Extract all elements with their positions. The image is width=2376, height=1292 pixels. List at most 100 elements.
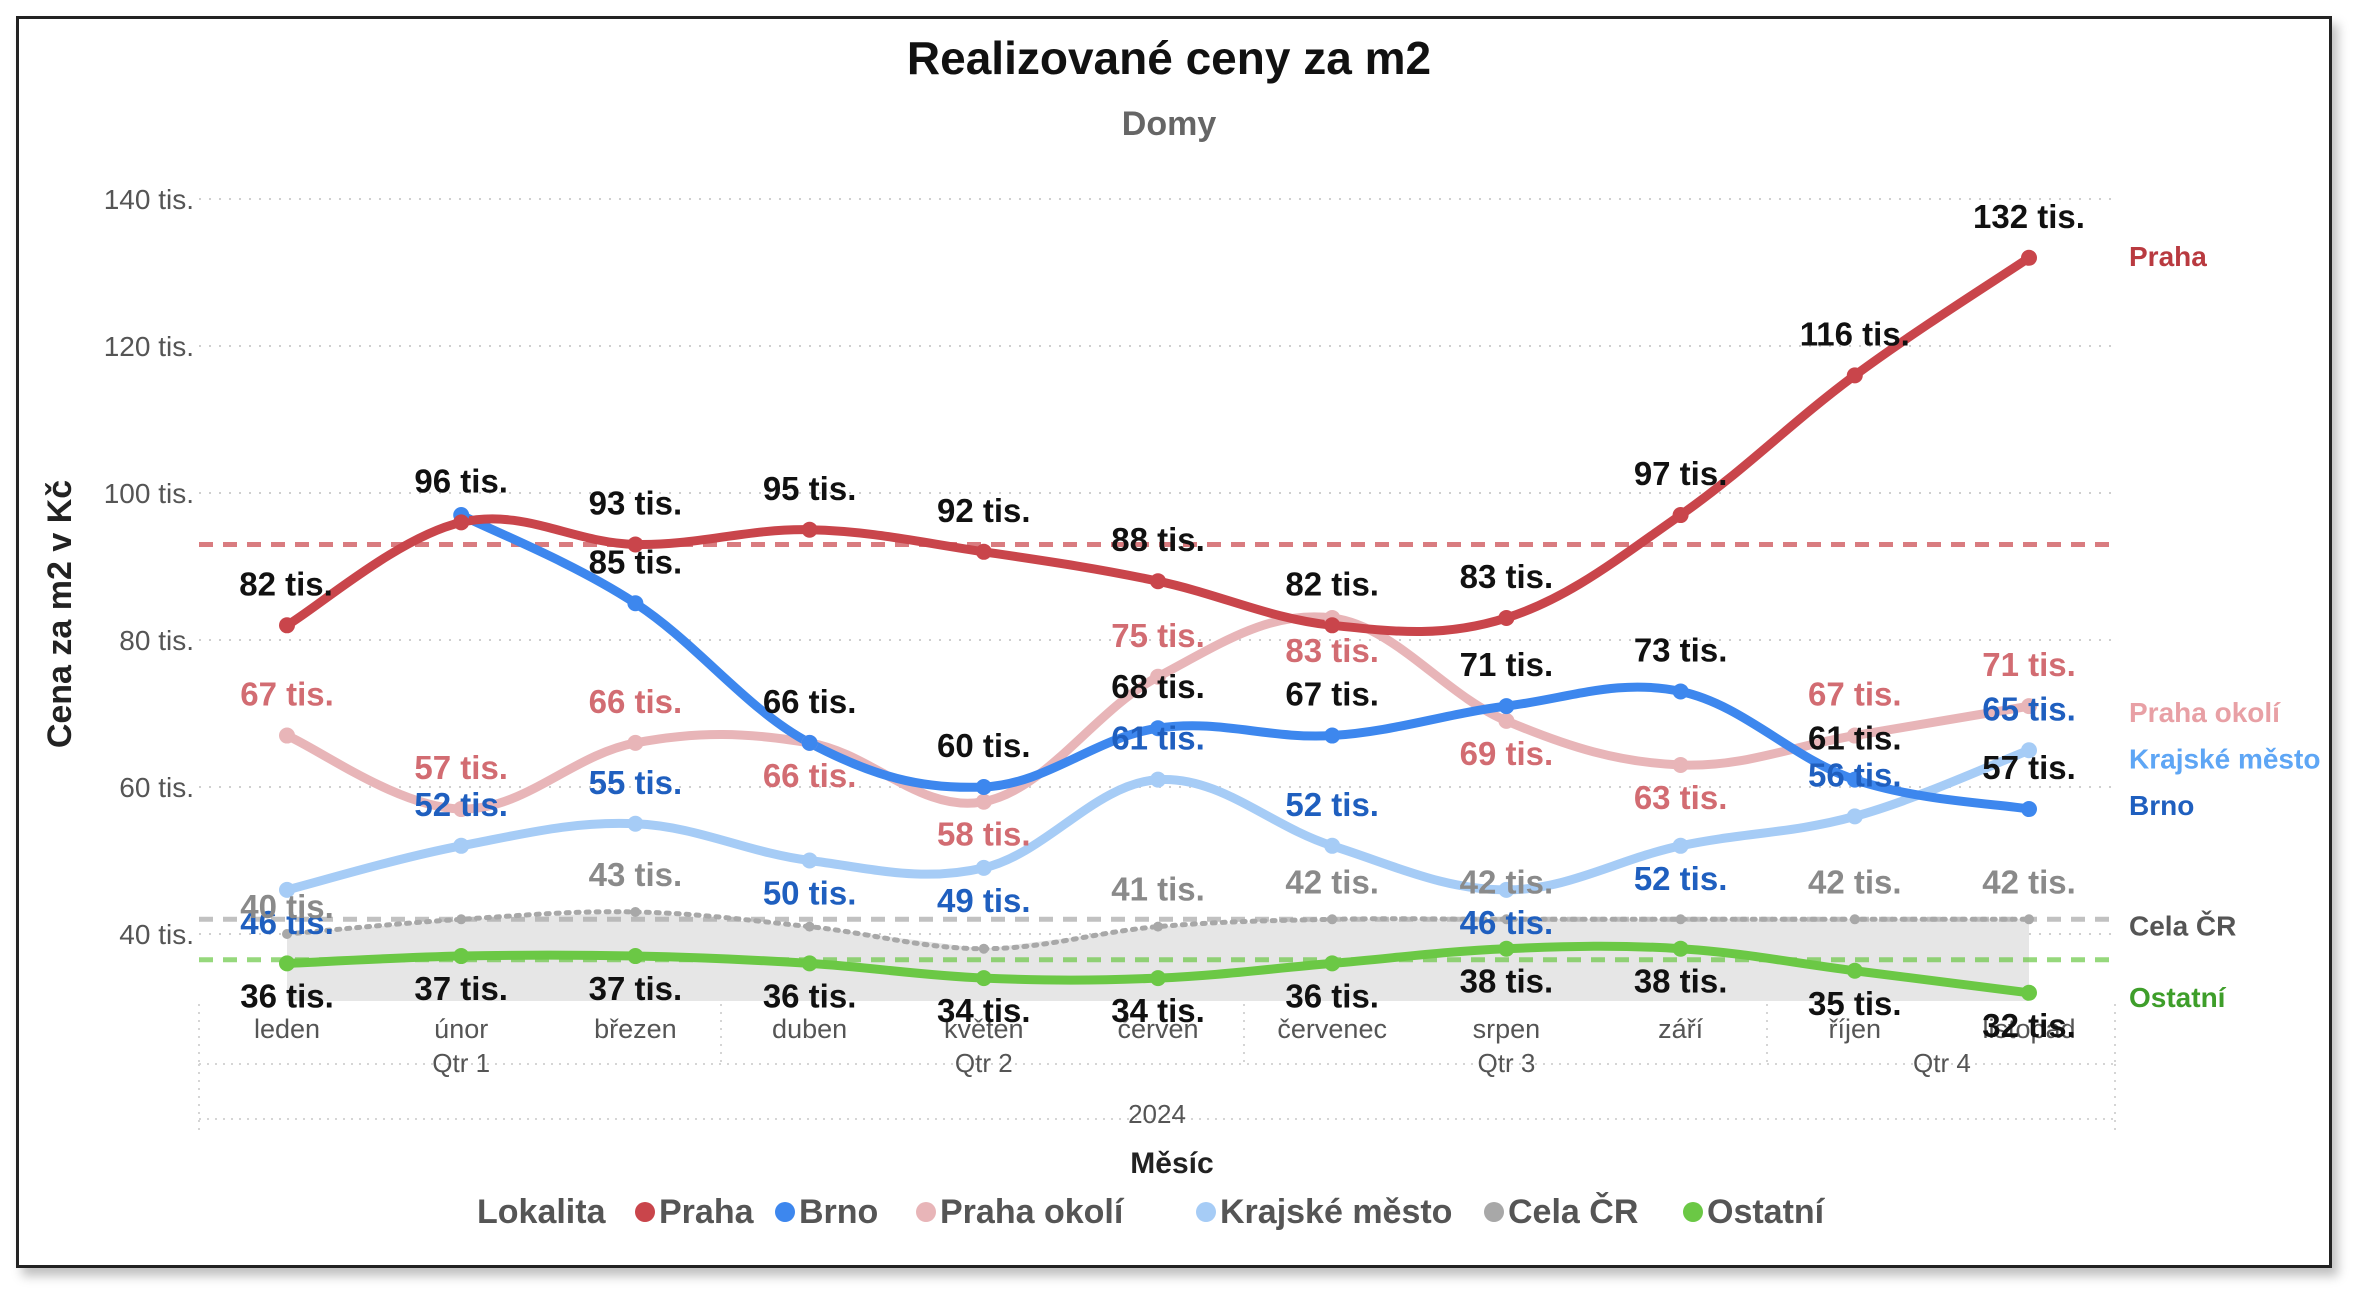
y-tick-label: 140 tis. <box>104 184 194 215</box>
data-point-Krajské město <box>1324 837 1341 854</box>
data-point-Krajské město <box>1672 837 1689 854</box>
data-label-Cela ČR: 42 tis. <box>1460 863 1554 900</box>
legend: Lokalita Praha Brno Praha okolí Krajské měs… <box>477 1192 1826 1231</box>
data-point-Cela ČR <box>1675 914 1686 925</box>
data-point-Brno <box>1846 771 1863 788</box>
data-point-Brno <box>975 779 992 795</box>
data-point-Krajské město <box>1498 881 1515 898</box>
data-point-Cela ČR <box>456 914 467 925</box>
data-point-Ostatní <box>1672 940 1689 957</box>
cela-cr-area <box>287 911 2029 1001</box>
legend-item-Krajské město: Krajské město <box>1220 1193 1452 1231</box>
data-label-Brno: 71 tis. <box>1460 646 1554 683</box>
data-label-Praha: 92 tis. <box>937 492 1031 529</box>
data-point-Brno <box>2021 801 2037 818</box>
data-point-Cela ČR <box>282 929 292 939</box>
data-label-Krajské město: 65 tis. <box>1982 690 2076 727</box>
data-label-Brno: 85 tis. <box>589 543 683 580</box>
series-line-Brno <box>456 510 2034 814</box>
data-label-Ostatní: 36 tis. <box>1285 977 1379 1014</box>
data-label-Krajské město: 56 tis. <box>1808 756 1902 793</box>
data-label-Brno: 61 tis. <box>1808 720 1902 757</box>
data-point-Ostatní <box>279 955 295 972</box>
x-tick-label: květen <box>944 1014 1024 1044</box>
series-line-Krajské město <box>282 745 2034 895</box>
data-label-Praha okolí: 83 tis. <box>1285 632 1379 669</box>
y-axis-label: Cena za m2 v Kč <box>41 480 79 748</box>
line-chart: Realizované ceny za m2 Domy Cena za m2 v… <box>41 32 2320 1231</box>
data-label-Praha: 116 tis. <box>1800 315 1910 352</box>
x-tick-label: leden <box>254 1014 320 1044</box>
x-tick-label: červenec <box>1277 1014 1387 1044</box>
data-label-Brno: 66 tis. <box>763 683 857 720</box>
x-tick-label: listopad <box>1982 1014 2075 1044</box>
data-point-Praha <box>1846 367 1863 384</box>
data-label-Brno: 67 tis. <box>1285 676 1379 713</box>
series-end-label-Praha okolí: Praha okolí <box>2129 697 2281 728</box>
quarter-label: Qtr 3 <box>1478 1048 1536 1078</box>
data-point-Praha <box>627 536 644 553</box>
data-point-Krajské město <box>975 859 992 876</box>
data-label-Krajské město: 55 tis. <box>589 764 683 801</box>
data-point-Brno <box>1150 720 1166 737</box>
data-label-Ostatní: 37 tis. <box>414 970 508 1007</box>
data-point-Ostatní <box>975 970 992 987</box>
data-point-Praha <box>1324 617 1341 634</box>
data-label-Praha: 93 tis. <box>589 484 683 521</box>
series-end-label-Krajské město: Krajské město <box>2129 743 2320 774</box>
quarter-label: Qtr 4 <box>1913 1048 1971 1078</box>
data-point-Praha <box>279 617 295 634</box>
data-label-Brno: 57 tis. <box>1982 749 2076 786</box>
data-point-Krajské město <box>279 881 295 898</box>
y-tick-label: 60 tis. <box>119 772 194 803</box>
data-label-Ostatní: 36 tis. <box>240 977 334 1014</box>
x-tick-label: únor <box>434 1014 488 1044</box>
chart-subtitle: Domy <box>1122 105 1217 143</box>
data-label-Cela ČR: 42 tis. <box>1808 863 1902 900</box>
data-label-Praha okolí: 71 tis. <box>1982 646 2076 683</box>
data-label-Ostatní: 32 tis. <box>1982 1007 2076 1044</box>
legend-item-Brno: Brno <box>799 1193 878 1231</box>
data-point-Brno <box>1498 698 1515 715</box>
data-point-Brno <box>1324 727 1341 744</box>
data-label-Ostatní: 37 tis. <box>589 970 683 1007</box>
data-label-Praha: 82 tis. <box>1285 565 1379 602</box>
series-end-label-Praha: Praha <box>2129 241 2207 272</box>
data-label-Praha okolí: 66 tis. <box>763 757 857 794</box>
data-point-Cela ČR <box>978 943 989 954</box>
data-label-Krajské město: 46 tis. <box>1460 904 1554 941</box>
data-point-Praha okolí <box>1672 756 1689 773</box>
data-label-Cela ČR: 41 tis. <box>1111 871 1205 908</box>
data-point-Cela ČR <box>1153 921 1163 932</box>
data-point-Praha okolí <box>279 727 295 744</box>
legend-title: Lokalita <box>477 1193 607 1231</box>
data-label-Praha okolí: 67 tis. <box>1808 676 1902 713</box>
data-label-Ostatní: 34 tis. <box>1111 992 1205 1029</box>
data-label-Praha okolí: 66 tis. <box>589 683 683 720</box>
data-label-Krajské město: 50 tis. <box>763 875 857 912</box>
legend-item-Ostatní: Ostatní <box>1707 1193 1826 1231</box>
data-point-Krajské město <box>801 852 818 869</box>
y-tick-label: 40 tis. <box>119 919 194 950</box>
data-point-Krajské město <box>453 837 470 854</box>
data-label-Ostatní: 36 tis. <box>763 977 857 1014</box>
data-label-Ostatní: 34 tis. <box>937 992 1031 1029</box>
x-tick-label: září <box>1658 1014 1704 1044</box>
data-label-Brno: 68 tis. <box>1111 668 1205 705</box>
data-label-Krajské město: 61 tis. <box>1111 720 1205 757</box>
data-point-Brno <box>627 595 644 612</box>
legend-item-Praha: Praha <box>659 1193 755 1231</box>
legend-marker-Krajské město <box>1196 1202 1216 1222</box>
data-label-Praha okolí: 67 tis. <box>240 676 334 713</box>
y-tick-label: 100 tis. <box>104 478 194 509</box>
data-label-Brno: 60 tis. <box>937 727 1031 764</box>
data-point-Praha <box>453 514 470 531</box>
data-point-Praha <box>975 543 992 560</box>
quarter-label: Qtr 1 <box>432 1048 490 1078</box>
data-label-Praha: 83 tis. <box>1460 558 1554 595</box>
data-point-Ostatní <box>2021 984 2037 1001</box>
legend-marker-Ostatní <box>1683 1202 1703 1222</box>
data-point-Ostatní <box>1498 940 1515 957</box>
chart-title: Realizované ceny za m2 <box>907 32 1431 84</box>
data-point-Cela ČR <box>804 921 815 932</box>
